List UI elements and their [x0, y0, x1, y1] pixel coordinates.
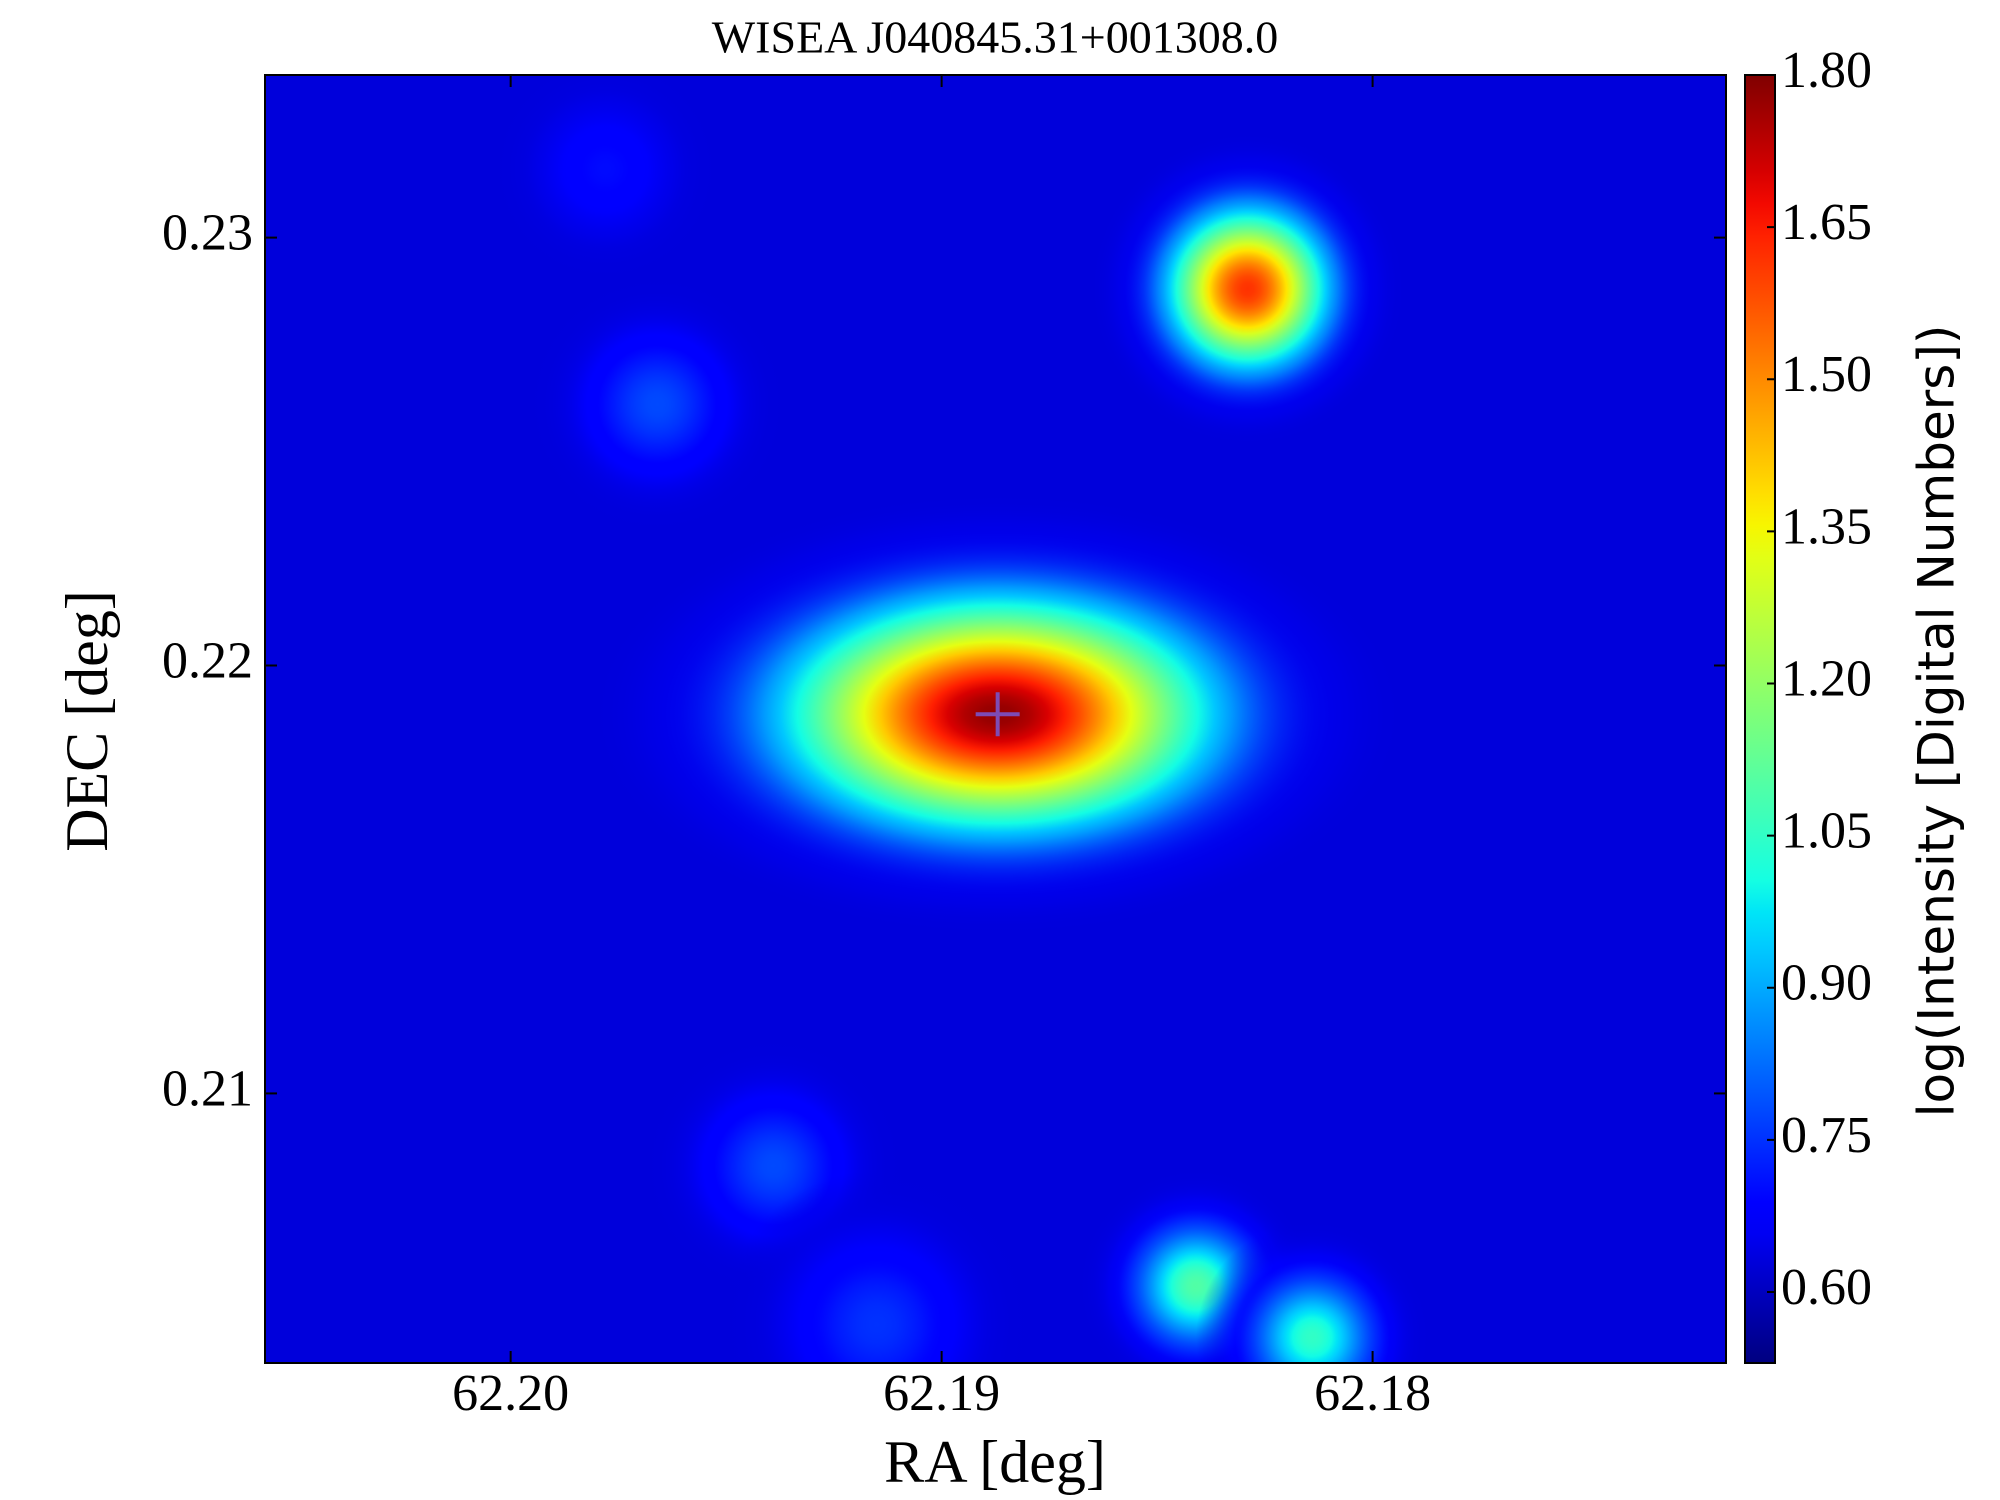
colorbar-tick-label: 1.65 — [1781, 194, 1872, 251]
x-tick-label: 62.20 — [452, 1365, 569, 1422]
chart-title: WISEA J040845.31+001308.0 — [712, 12, 1278, 63]
image — [265, 75, 1726, 1363]
y-tick-label: 0.22 — [162, 632, 253, 689]
y-tick-label: 0.23 — [162, 205, 253, 262]
source — [721, 1170, 1033, 1363]
y-tick-label: 0.21 — [162, 1060, 253, 1117]
colorbar-tick-label: 1.80 — [1781, 42, 1872, 99]
colorbar-tick-label: 0.75 — [1781, 1107, 1872, 1164]
plot-frame — [264, 74, 1727, 1364]
x-tick-label: 62.18 — [1314, 1365, 1431, 1422]
colorbar-tick-label: 1.35 — [1781, 498, 1872, 555]
source — [489, 75, 722, 285]
x-tick-label: 62.19 — [883, 1365, 1000, 1422]
colorbar-label: log(Intensity [Digital Numbers]) — [1908, 325, 1966, 1118]
colorbar — [1744, 74, 1776, 1364]
source — [1195, 1221, 1429, 1363]
colorbar-tick-label: 1.05 — [1781, 803, 1872, 860]
colorbar-tick-label: 1.20 — [1781, 650, 1872, 707]
source — [527, 276, 787, 533]
source — [1092, 134, 1403, 443]
colorbar-tick-label: 0.90 — [1781, 955, 1872, 1012]
colorbar-tick-label: 0.60 — [1781, 1259, 1872, 1316]
source-marker — [975, 692, 1020, 737]
colorbar-tick-label: 1.50 — [1781, 346, 1872, 403]
y-axis-label: DEC [deg] — [54, 590, 120, 852]
x-axis-label: RA [deg] — [884, 1429, 1106, 1495]
